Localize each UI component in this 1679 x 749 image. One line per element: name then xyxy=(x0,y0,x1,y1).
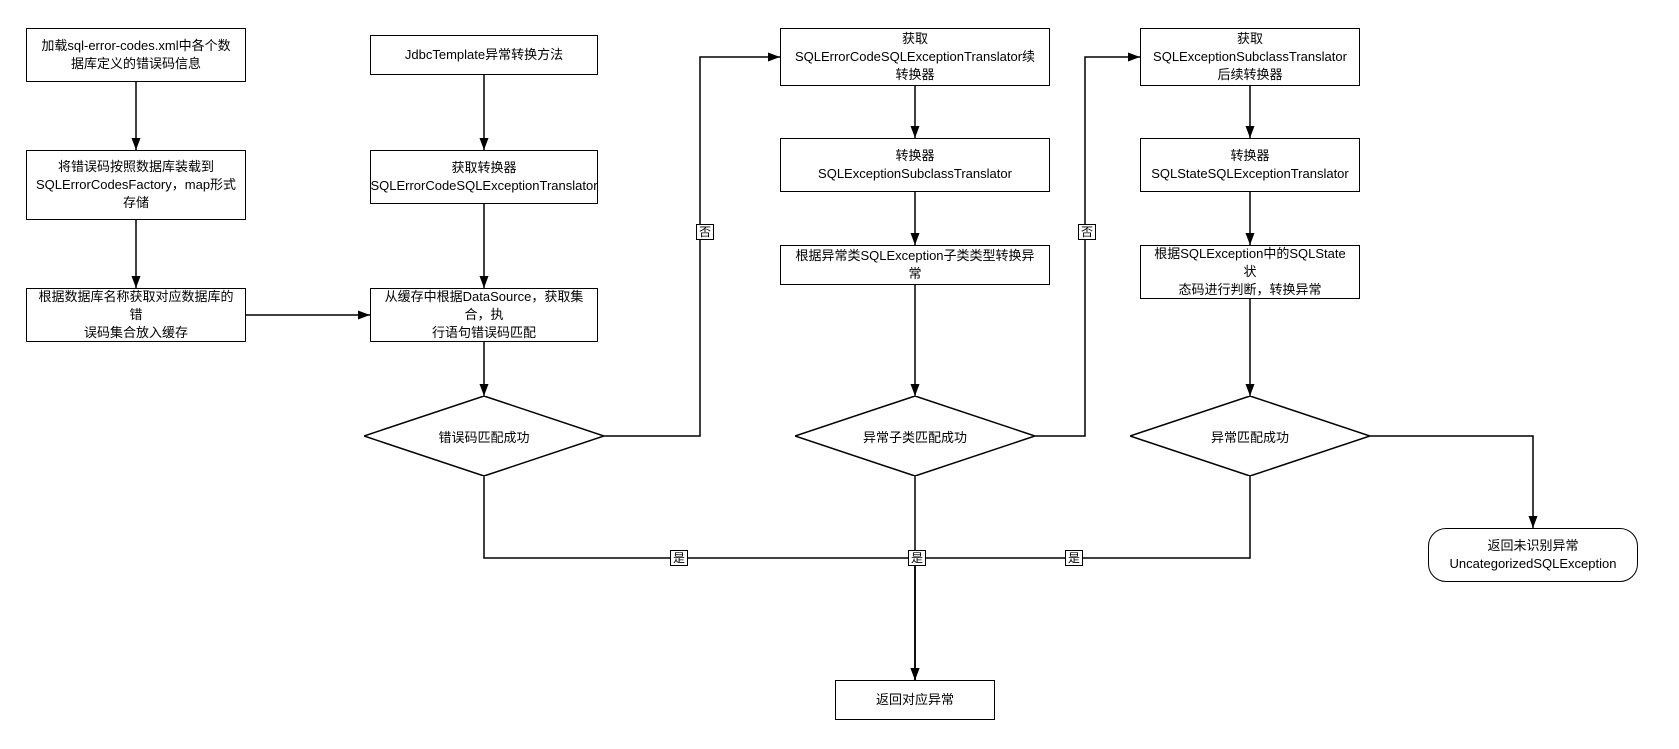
node-c2_c: 从缓存中根据DataSource，获取集合，执行语句错误码匹配 xyxy=(370,288,598,342)
node-label-c2_c: 从缓存中根据DataSource，获取集合，执行语句错误码匹配 xyxy=(379,288,589,343)
node-label-c1_b: 将错误码按照数据库装载到SQLErrorCodesFactory，map形式存储 xyxy=(36,158,236,213)
edge-label-11: 否 xyxy=(1078,224,1096,240)
edge-label-7: 是 xyxy=(670,550,688,566)
node-c1_c: 根据数据库名称获取对应数据库的错误码集合放入缓存 xyxy=(26,288,246,342)
edge-layer xyxy=(0,0,1679,749)
edge-label-12: 是 xyxy=(908,550,926,566)
edge-label-16: 是 xyxy=(1065,550,1083,566)
node-label-c2_d: 错误码匹配成功 xyxy=(438,427,529,446)
node-ret_ok: 返回对应异常 xyxy=(835,680,995,720)
node-c4_d: 异常匹配成功 xyxy=(1130,396,1370,476)
edge-16 xyxy=(915,476,1250,680)
node-label-c4_d: 异常匹配成功 xyxy=(1211,427,1289,446)
edge-11 xyxy=(1035,57,1140,436)
node-c1_a: 加载sql-error-codes.xml中各个数据库定义的错误码信息 xyxy=(26,28,246,82)
node-label-ret_ok: 返回对应异常 xyxy=(876,691,954,709)
node-c1_b: 将错误码按照数据库装载到SQLErrorCodesFactory，map形式存储 xyxy=(26,150,246,220)
node-label-c1_a: 加载sql-error-codes.xml中各个数据库定义的错误码信息 xyxy=(41,37,230,73)
node-label-c4_c: 根据SQLException中的SQLState状态码进行判断，转换异常 xyxy=(1149,245,1351,300)
node-label-c3_a: 获取SQLErrorCodeSQLExceptionTranslator续转换器 xyxy=(795,30,1035,85)
node-c4_b: 转换器SQLStateSQLExceptionTranslator xyxy=(1140,138,1360,192)
node-label-c3_b: 转换器SQLExceptionSubclassTranslator xyxy=(818,147,1012,183)
node-c2_a: JdbcTemplate异常转换方法 xyxy=(370,35,598,75)
node-label-c2_b: 获取转换器SQLErrorCodeSQLExceptionTranslator xyxy=(370,159,597,195)
node-label-c1_c: 根据数据库名称获取对应数据库的错误码集合放入缓存 xyxy=(35,288,237,343)
node-c3_c: 根据异常类SQLException子类类型转换异常 xyxy=(780,245,1050,285)
node-label-c4_b: 转换器SQLStateSQLExceptionTranslator xyxy=(1151,147,1349,183)
node-c3_b: 转换器SQLExceptionSubclassTranslator xyxy=(780,138,1050,192)
node-c2_b: 获取转换器SQLErrorCodeSQLExceptionTranslator xyxy=(370,150,598,204)
node-ret_unk: 返回未识别异常UncategorizedSQLException xyxy=(1428,528,1638,582)
node-label-c4_a: 获取SQLExceptionSubclassTranslator后续转换器 xyxy=(1153,30,1347,85)
node-label-c3_d: 异常子类匹配成功 xyxy=(863,427,967,446)
node-label-ret_unk: 返回未识别异常UncategorizedSQLException xyxy=(1450,537,1617,573)
edge-6 xyxy=(604,57,780,436)
edge-label-6: 否 xyxy=(696,224,714,240)
node-label-c3_c: 根据异常类SQLException子类类型转换异常 xyxy=(789,247,1041,283)
node-c4_a: 获取SQLExceptionSubclassTranslator后续转换器 xyxy=(1140,28,1360,86)
node-c4_c: 根据SQLException中的SQLState状态码进行判断，转换异常 xyxy=(1140,245,1360,299)
node-c3_d: 异常子类匹配成功 xyxy=(795,396,1035,476)
node-label-c2_a: JdbcTemplate异常转换方法 xyxy=(405,46,563,64)
edge-7 xyxy=(484,476,915,680)
edge-17 xyxy=(1370,436,1533,528)
node-c2_d: 错误码匹配成功 xyxy=(364,396,604,476)
node-c3_a: 获取SQLErrorCodeSQLExceptionTranslator续转换器 xyxy=(780,28,1050,86)
